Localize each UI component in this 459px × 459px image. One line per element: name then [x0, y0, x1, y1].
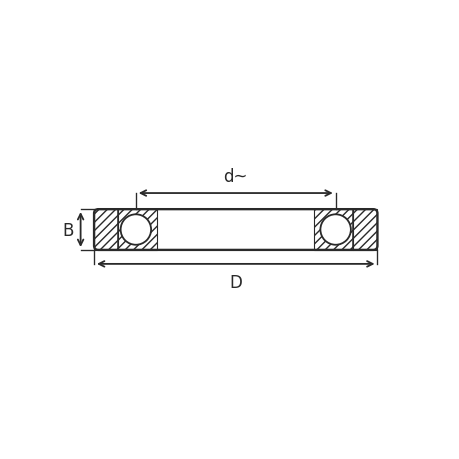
Bar: [94, 210, 118, 250]
Text: D: D: [229, 273, 241, 291]
Circle shape: [120, 215, 151, 245]
Bar: [313, 210, 353, 250]
Bar: [118, 210, 157, 250]
Text: B: B: [62, 221, 73, 239]
Text: d~: d~: [223, 168, 247, 186]
Circle shape: [320, 215, 350, 245]
FancyBboxPatch shape: [94, 210, 377, 250]
Bar: [353, 210, 376, 250]
